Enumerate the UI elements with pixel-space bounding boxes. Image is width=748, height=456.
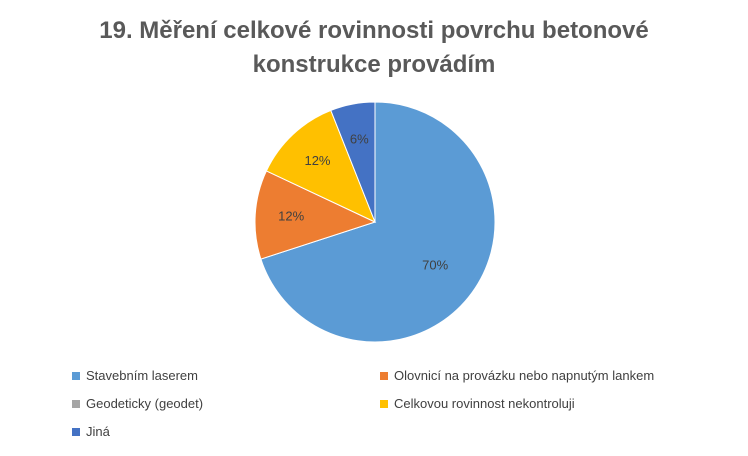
legend-swatch-0	[72, 371, 80, 380]
pie-slice-label-3: 12%	[304, 153, 330, 168]
legend-label-1: Olovnicí na provázku nebo napnutým lanke…	[394, 368, 655, 383]
legend-label-0: Stavebním laserem	[86, 368, 198, 383]
legend-swatch-4	[72, 427, 80, 436]
legend-label-4: Jiná	[86, 424, 110, 439]
chart-title-line-2: konstrukce provádím	[252, 51, 496, 78]
pie-slice-label-0: 70%	[422, 258, 448, 273]
pie-slice-label-4: 6%	[350, 131, 369, 146]
legend-swatch-3	[380, 399, 388, 408]
pie-slice-3	[265, 109, 376, 223]
legend-item-3: Celkovou rovinnost nekontroluji	[380, 396, 575, 411]
legend-swatch-2	[72, 399, 80, 408]
pie-slice-0	[260, 101, 496, 343]
legend-item-4: Jiná	[72, 424, 110, 439]
chart-title: 19. Měření celkové rovinnosti povrchu be…	[0, 14, 748, 82]
legend-swatch-1	[380, 371, 388, 380]
pie-slice-4	[330, 101, 376, 223]
legend-item-1: Olovnicí na provázku nebo napnutým lanke…	[380, 368, 654, 383]
pie-slice-1	[254, 170, 377, 260]
legend-item-0: Stavebním laserem	[72, 368, 198, 383]
legend-label-2: Geodeticky (geodet)	[86, 396, 204, 411]
legend-item-2: Geodeticky (geodet)	[72, 396, 203, 411]
pie-slice-label-1: 12%	[278, 209, 304, 224]
chart-title-line-1: 19. Měření celkové rovinnosti povrchu be…	[99, 17, 649, 44]
legend-label-3: Celkovou rovinnost nekontroluji	[394, 396, 575, 411]
